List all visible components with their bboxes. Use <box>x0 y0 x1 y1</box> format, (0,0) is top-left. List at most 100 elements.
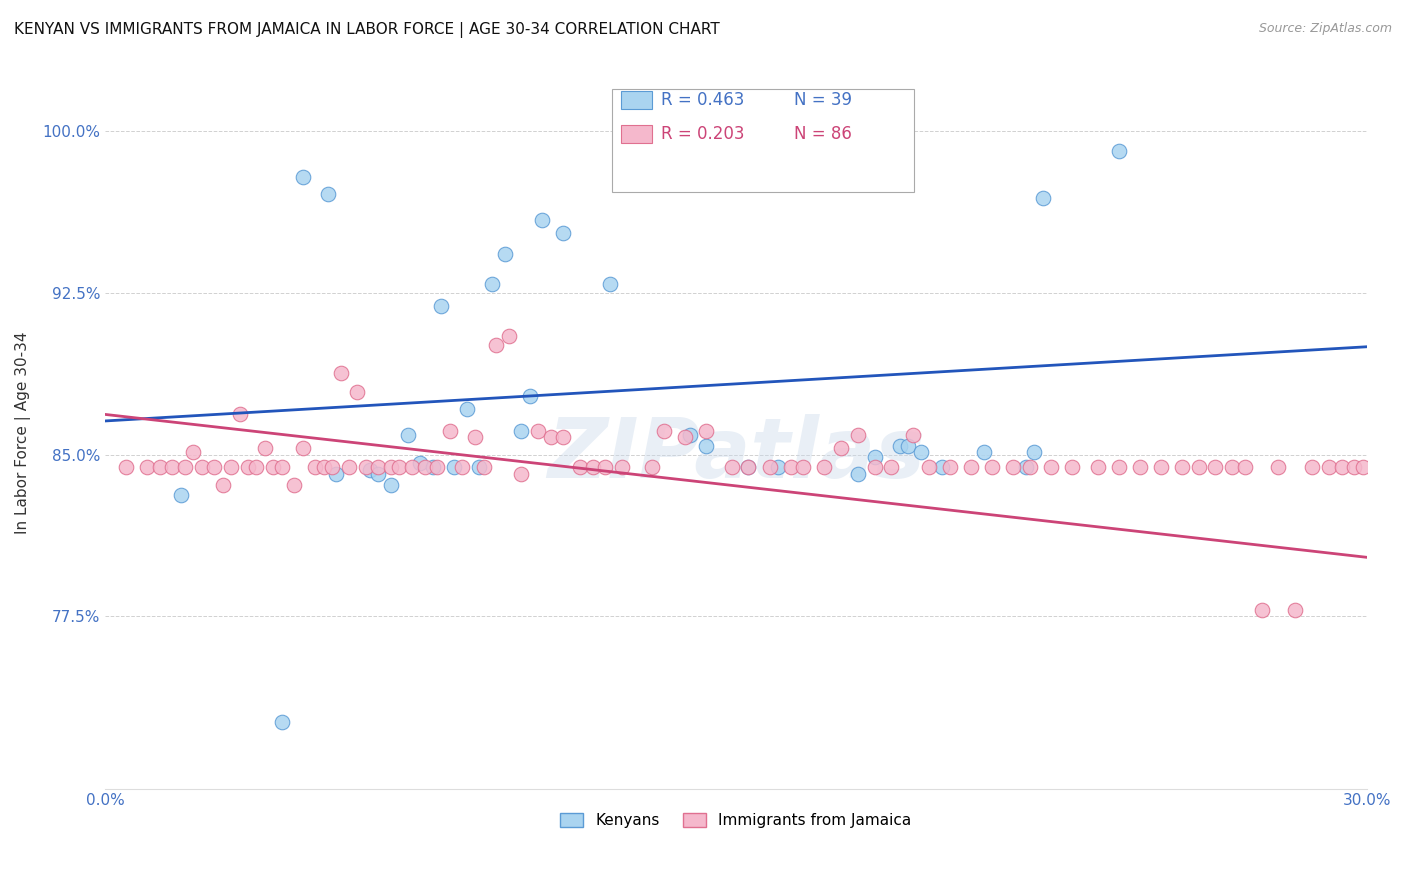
Point <box>321 460 343 475</box>
Point <box>312 460 335 475</box>
Point <box>1317 460 1340 475</box>
Point <box>1108 144 1130 158</box>
Legend: Kenyans, Immigrants from Jamaica: Kenyans, Immigrants from Jamaica <box>554 807 917 834</box>
Point <box>582 460 605 475</box>
Point <box>673 430 696 444</box>
Point <box>599 277 621 292</box>
Point <box>813 460 835 475</box>
Point <box>510 424 533 438</box>
Point <box>960 460 983 475</box>
Point <box>889 439 911 453</box>
Point <box>720 161 742 175</box>
Point <box>931 460 953 475</box>
Point <box>1150 460 1173 475</box>
Point <box>498 329 520 343</box>
Point <box>973 445 995 459</box>
Point <box>897 439 920 453</box>
Point <box>1220 460 1243 475</box>
Point <box>1187 460 1209 475</box>
Text: KENYAN VS IMMIGRANTS FROM JAMAICA IN LABOR FORCE | AGE 30-34 CORRELATION CHART: KENYAN VS IMMIGRANTS FROM JAMAICA IN LAB… <box>14 22 720 38</box>
Point <box>1108 460 1130 475</box>
Text: ZIPatlas: ZIPatlas <box>547 414 925 495</box>
Text: Source: ZipAtlas.com: Source: ZipAtlas.com <box>1258 22 1392 36</box>
Point <box>211 477 233 491</box>
Point <box>456 402 478 417</box>
Text: N = 39: N = 39 <box>794 91 852 109</box>
Point <box>388 460 411 475</box>
Point <box>720 460 742 475</box>
Point <box>443 460 465 475</box>
Point <box>695 439 717 453</box>
Point <box>641 460 664 475</box>
Point <box>553 226 575 240</box>
Point <box>494 247 516 261</box>
Point <box>519 389 541 403</box>
Point <box>380 460 402 475</box>
Point <box>472 460 495 475</box>
Point <box>149 460 172 475</box>
Point <box>283 477 305 491</box>
Point <box>595 460 617 475</box>
Point <box>409 456 432 470</box>
Point <box>413 460 436 475</box>
Point <box>481 277 503 292</box>
Point <box>337 460 360 475</box>
Point <box>846 467 869 481</box>
Point <box>918 460 941 475</box>
Point <box>325 467 347 481</box>
Point <box>270 714 292 729</box>
Point <box>173 460 195 475</box>
Point <box>1040 460 1063 475</box>
Point <box>354 460 377 475</box>
Point <box>359 462 381 476</box>
Point <box>703 161 725 175</box>
Point <box>779 460 801 475</box>
Point <box>510 467 533 481</box>
Point <box>737 460 759 475</box>
Point <box>527 424 550 438</box>
Point <box>569 460 592 475</box>
Point <box>304 460 326 475</box>
Point <box>1032 191 1054 205</box>
Point <box>863 460 886 475</box>
Point <box>1129 460 1152 475</box>
Point <box>792 460 814 475</box>
Point <box>531 212 554 227</box>
Point <box>245 460 267 475</box>
Point <box>451 460 474 475</box>
Point <box>291 169 314 184</box>
Point <box>253 441 276 455</box>
Point <box>270 460 292 475</box>
Point <box>1351 460 1374 475</box>
Point <box>262 460 284 475</box>
Point <box>181 445 204 459</box>
Point <box>678 428 700 442</box>
Point <box>219 460 242 475</box>
Point <box>880 460 903 475</box>
Point <box>1002 460 1025 475</box>
Point <box>329 366 352 380</box>
Text: R = 0.463: R = 0.463 <box>661 91 744 109</box>
Point <box>439 424 461 438</box>
Point <box>190 460 212 475</box>
Point <box>695 424 717 438</box>
Point <box>401 460 423 475</box>
Point <box>846 428 869 442</box>
Point <box>1024 445 1046 459</box>
Point <box>396 428 419 442</box>
Point <box>464 430 486 444</box>
Point <box>115 460 138 475</box>
Point <box>830 441 852 455</box>
Point <box>758 460 780 475</box>
Point <box>228 407 250 421</box>
Text: R = 0.203: R = 0.203 <box>661 125 744 143</box>
Point <box>430 299 453 313</box>
Point <box>236 460 259 475</box>
Point <box>981 460 1004 475</box>
Point <box>863 450 886 464</box>
Point <box>1019 460 1042 475</box>
Point <box>202 460 225 475</box>
Point <box>1233 460 1256 475</box>
Point <box>1087 460 1109 475</box>
Point <box>316 186 339 201</box>
